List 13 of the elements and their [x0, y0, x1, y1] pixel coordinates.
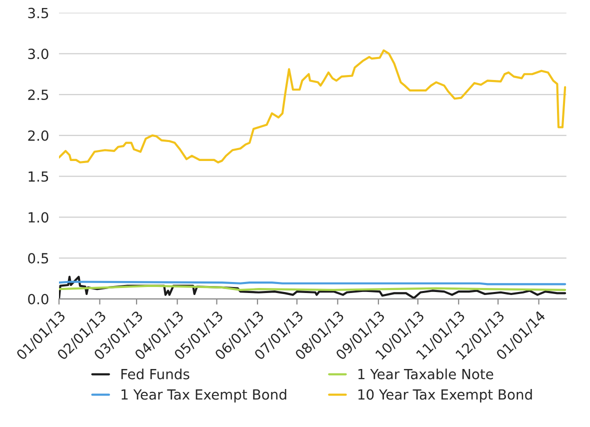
y-tick-label: 1.5	[28, 171, 48, 182]
legend-label: Fed Funds	[121, 368, 190, 380]
y-tick-label: 0.5	[28, 253, 48, 264]
line-series	[59, 49, 566, 164]
y-tick-label: 0.0	[28, 294, 48, 304]
legend-label: 10 Year Tax Exempt Bond	[358, 389, 532, 402]
y-tick-label: 2.0	[28, 130, 48, 141]
y-tick-label: 2.5	[28, 90, 48, 100]
y-tick-label: 1.0	[28, 212, 48, 223]
y-tick-label: 3.5	[28, 8, 48, 18]
legend-label: 1 Year Tax Exempt Bond	[122, 389, 286, 402]
y-tick-label: 3.0	[28, 48, 48, 60]
legend-label: 1 Year Taxable Note	[358, 368, 494, 380]
